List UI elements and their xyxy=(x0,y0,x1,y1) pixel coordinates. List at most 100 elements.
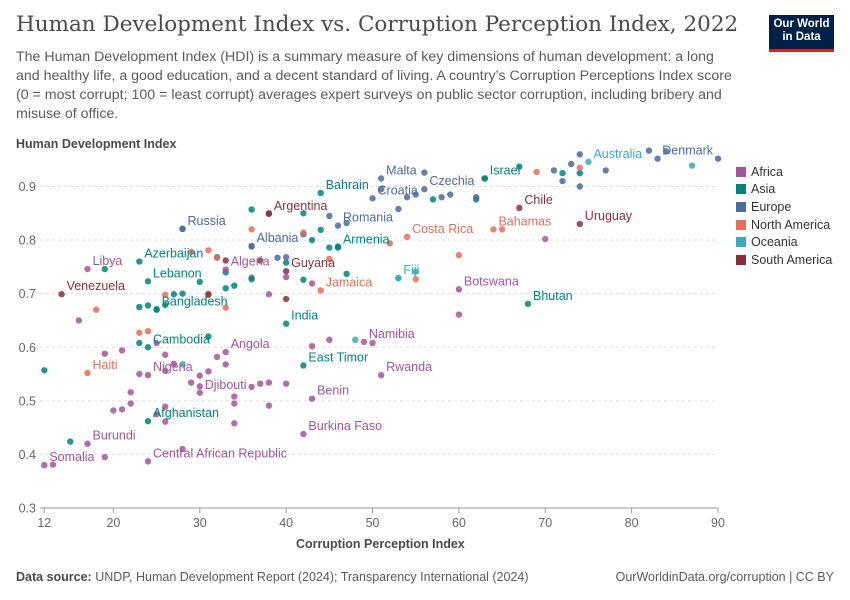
scatter-point xyxy=(447,191,454,198)
legend-item[interactable]: Asia xyxy=(736,181,832,199)
scatter-point xyxy=(300,430,307,438)
y-tick-label: 0.4 xyxy=(19,448,36,462)
legend-item[interactable]: North America xyxy=(736,216,832,234)
scatter-point xyxy=(559,169,566,177)
x-axis-title: Corruption Perception Index xyxy=(296,537,465,551)
scatter-point xyxy=(196,383,203,390)
scatter-point xyxy=(421,169,428,176)
scatter-point xyxy=(265,291,273,298)
scatter-point xyxy=(179,225,186,233)
scatter-point xyxy=(257,257,264,264)
x-tick-label: 60 xyxy=(452,516,466,530)
scatter-point xyxy=(84,369,91,377)
scatter-point xyxy=(429,196,437,203)
legend-label: Asia xyxy=(751,182,776,197)
scatter-point xyxy=(144,371,152,379)
scatter-point xyxy=(308,280,316,287)
point-label: Afghanistan xyxy=(153,406,219,420)
point-label: Bhutan xyxy=(533,289,573,303)
point-label: Djibouti xyxy=(205,378,247,392)
point-label: Nigeria xyxy=(153,360,193,374)
scatter-point xyxy=(205,247,212,254)
scatter-point xyxy=(58,291,65,298)
point-label: Malta xyxy=(386,163,417,177)
scatter-point xyxy=(153,306,160,313)
footer-link[interactable]: OurWorldinData.org/corruption | CC BY xyxy=(615,570,834,584)
scatter-point xyxy=(360,338,368,346)
scatter-point xyxy=(205,333,212,340)
scatter-point xyxy=(516,163,523,170)
scatter-point xyxy=(300,362,307,369)
scatter-point xyxy=(326,212,333,220)
legend-swatch xyxy=(736,254,746,265)
scatter-point xyxy=(127,400,134,407)
scatter-point xyxy=(136,370,143,378)
y-tick-label: 0.8 xyxy=(19,234,36,248)
owid-logo[interactable]: Our World in Data xyxy=(769,15,834,52)
scatter-point xyxy=(162,403,169,410)
point-label: Uruguay xyxy=(585,209,633,223)
point-label: Israel xyxy=(490,163,521,177)
scatter-point xyxy=(308,236,316,244)
point-label: Bahrain xyxy=(326,178,369,192)
scatter-point xyxy=(550,167,558,174)
x-tick-label: 20 xyxy=(106,516,120,530)
source-text: UNDP, Human Development Report (2024); T… xyxy=(95,570,529,584)
scatter-point xyxy=(308,395,316,402)
scatter-point xyxy=(317,189,324,197)
scatter-point xyxy=(153,339,160,347)
legend-swatch xyxy=(736,201,746,212)
point-label: Angola xyxy=(231,337,270,351)
scatter-point xyxy=(472,194,480,201)
point-label: Lebanon xyxy=(153,266,202,280)
scatter-point xyxy=(300,229,307,236)
scatter-point xyxy=(688,162,696,169)
scatter-point xyxy=(326,255,333,263)
scatter-point xyxy=(533,168,540,176)
point-label: Benin xyxy=(317,384,349,398)
y-tick-label: 0.9 xyxy=(19,180,36,194)
point-label: Namibia xyxy=(369,327,415,341)
scatter-point xyxy=(49,461,57,468)
point-label: Croatia xyxy=(378,183,418,197)
scatter-point xyxy=(317,226,324,234)
scatter-point xyxy=(576,220,584,228)
x-tick-label: 12 xyxy=(37,516,51,530)
scatter-point xyxy=(248,206,255,213)
point-label: Somalia xyxy=(49,450,94,464)
scatter-point xyxy=(282,273,290,281)
scatter-point xyxy=(205,291,212,298)
legend-item[interactable]: Oceania xyxy=(736,233,832,251)
point-label: Czechia xyxy=(429,174,474,188)
legend-label: Oceania xyxy=(751,235,798,250)
scatter-point xyxy=(403,233,411,241)
scatter-point xyxy=(567,160,575,168)
chart-title: Human Development Index vs. Corruption P… xyxy=(16,12,739,37)
scatter-point xyxy=(645,147,653,154)
scatter-point xyxy=(602,167,609,174)
scatter-point xyxy=(144,302,152,309)
scatter-point xyxy=(481,175,489,182)
x-tick-label: 40 xyxy=(279,516,293,530)
legend-item[interactable]: Africa xyxy=(736,163,832,181)
y-tick-label: 0.6 xyxy=(19,341,36,355)
scatter-point xyxy=(187,379,195,386)
scatter-point xyxy=(524,300,532,308)
chart-subtitle: The Human Development Index (HDI) is a s… xyxy=(16,49,732,122)
scatter-point xyxy=(421,185,428,193)
scatter-point xyxy=(196,278,203,286)
point-label: Azerbaijan xyxy=(144,247,203,261)
scatter-point xyxy=(343,270,350,278)
scatter-point xyxy=(455,286,463,293)
point-label: Chile xyxy=(524,193,553,207)
legend-item[interactable]: Europe xyxy=(736,198,832,216)
legend-item[interactable]: South America xyxy=(736,251,832,269)
scatter-point xyxy=(516,204,523,212)
point-label: Venezuela xyxy=(67,279,125,293)
scatter-point xyxy=(92,306,100,313)
scatter-point xyxy=(248,383,255,391)
scatter-point xyxy=(222,285,229,292)
scatter-point xyxy=(654,155,661,162)
point-label: Armenia xyxy=(343,233,390,247)
point-label: Cambodia xyxy=(153,332,210,346)
